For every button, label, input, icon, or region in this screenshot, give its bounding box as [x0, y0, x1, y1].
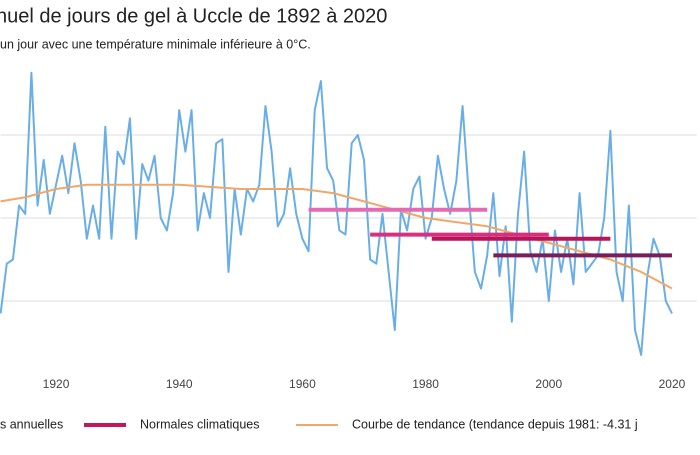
legend-label: s annuelles	[0, 417, 63, 431]
x-tick-label: 1960	[289, 377, 316, 391]
x-tick-label: 2020	[659, 377, 686, 391]
x-tick-label: 1920	[43, 377, 70, 391]
x-tick-label: 1980	[412, 377, 439, 391]
annual-line	[0, 71, 673, 356]
chart-subtitle: un jour avec une température minimale in…	[0, 37, 311, 51]
legend-label: Courbe de tendance (tendance depuis 1981…	[352, 417, 638, 431]
legend-label: Normales climatiques	[140, 417, 259, 431]
x-tick-label: 1940	[166, 377, 193, 391]
chart-title: nuel de jours de gel à Uccle de 1892 à 2…	[0, 5, 387, 27]
trend-line	[0, 183, 673, 290]
x-tick-label: 2000	[535, 377, 562, 391]
